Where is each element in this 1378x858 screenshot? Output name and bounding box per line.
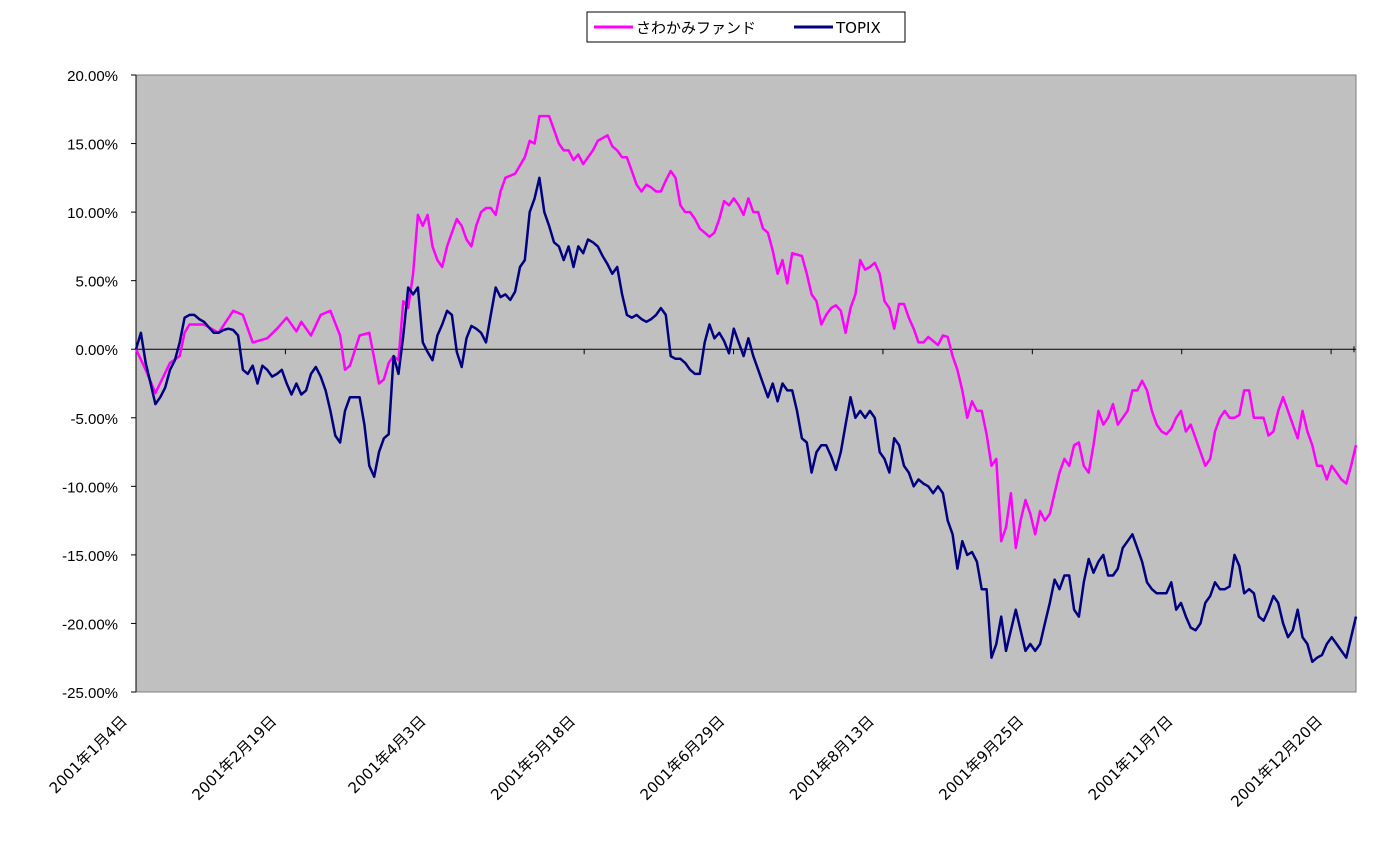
y-axis: 20.00% 15.00% 10.00% 5.00% 0.00% -5.00% -10.00…	[62, 68, 137, 702]
series-line-topix	[134, 176, 1358, 664]
y-tick-label: 15.00%	[67, 137, 118, 154]
y-tick-label: -15.00%	[62, 548, 118, 565]
x-tick-label: 2001年5月18日	[487, 712, 579, 804]
y-tick-label: -10.00%	[62, 479, 118, 496]
y-tick-label: -25.00%	[62, 685, 118, 702]
x-tick-label: 2001年12月20日	[1227, 712, 1326, 811]
x-tick-label: 2001年4月3日	[345, 712, 430, 797]
x-tick-label: 2001年9月25日	[935, 712, 1027, 804]
x-tick-label: 2001年2月19日	[188, 712, 280, 804]
x-tick-label: 2001年1月4日	[46, 712, 131, 797]
y-tick-label: -5.00%	[70, 411, 118, 428]
x-tick-label: 2001年11月7日	[1085, 712, 1177, 804]
legend: さわかみファンド TOPIX	[586, 11, 906, 43]
legend-label-sawakami: さわかみファンド	[636, 19, 756, 37]
series-line-sawakami	[134, 114, 1358, 550]
plot-area	[135, 74, 1357, 693]
y-tick-label: 5.00%	[75, 274, 118, 291]
y-tick-label: -20.00%	[62, 616, 118, 633]
x-tick-label: 2001年8月13日	[786, 712, 878, 804]
legend-label-topix: TOPIX	[835, 19, 881, 37]
series-group	[134, 114, 1358, 664]
y-tick-label: 0.00%	[75, 342, 118, 359]
x-tick-label: 2001年6月29日	[637, 712, 729, 804]
y-tick-label: 20.00%	[67, 68, 118, 85]
legend-box	[586, 11, 906, 43]
y-tick-label: 10.00%	[67, 205, 118, 222]
